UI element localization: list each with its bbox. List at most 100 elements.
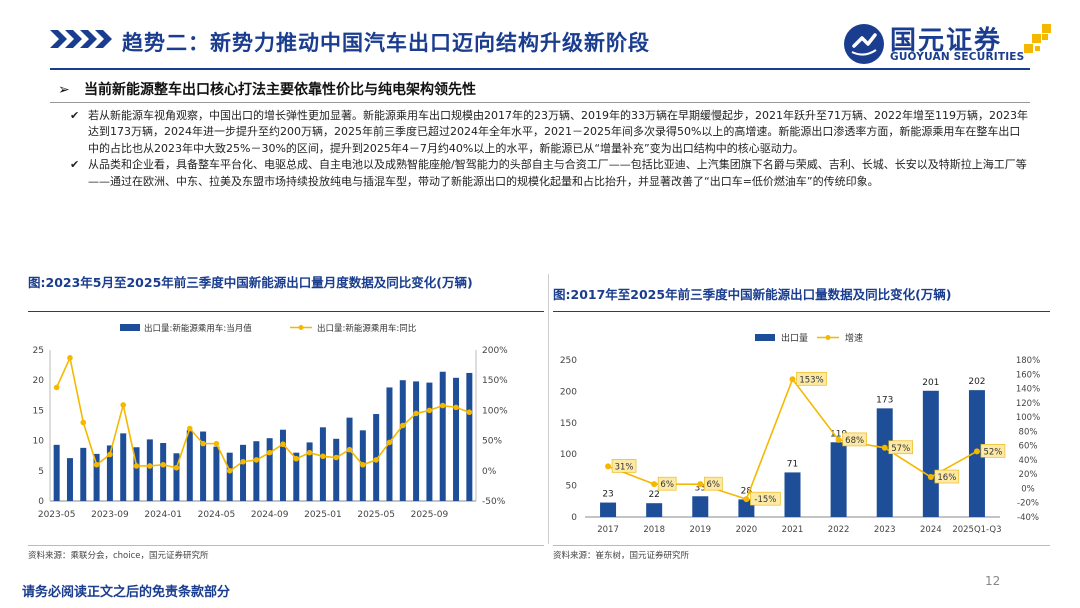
yoy-point	[333, 454, 340, 461]
x-tick-label: 2025-05	[357, 510, 395, 520]
x-tick-label: 2024	[920, 525, 942, 535]
yoy-point	[133, 463, 140, 469]
growth-label-box	[842, 432, 867, 447]
logo-emblem-icon	[844, 24, 884, 64]
yoy-point	[213, 440, 220, 447]
yoy-point	[93, 461, 100, 468]
yoy-point	[439, 402, 446, 409]
y-tick-label-left: 150	[560, 419, 577, 429]
bar	[266, 438, 273, 501]
yoy-point	[67, 355, 73, 361]
x-tick-label: 2025-09	[411, 510, 449, 520]
yoy-point	[147, 463, 153, 469]
source2-rule	[553, 545, 1050, 546]
bar-value-label: 71	[787, 459, 798, 469]
yoy-point	[80, 419, 87, 426]
legend-label-bar: 出口量:新能源乘用车:当月值	[144, 323, 252, 334]
bar	[439, 371, 446, 501]
growth-point	[697, 481, 704, 488]
figure1-source: 资料来源：乘联分会，choice，国元证券研究所	[28, 551, 209, 561]
y-tick-label-right: -50%	[482, 497, 506, 507]
y-tick-label-right: 80%	[1019, 427, 1038, 437]
yoy-point	[466, 409, 473, 416]
section-headline: ➢ 当前新能源整车出口核心打法主要依靠性价比与纯电架构领先性	[58, 79, 476, 99]
x-tick-label: 2022	[828, 525, 850, 535]
x-tick-label: 2023-05	[38, 510, 76, 520]
bar	[146, 439, 153, 501]
y-tick-label-left: 20	[33, 376, 45, 386]
bar	[213, 446, 220, 501]
growth-label-box	[934, 469, 960, 484]
bar	[226, 452, 233, 501]
yoy-point	[293, 455, 300, 462]
page-title: 趋势二：新势力推动中国汽车出口迈向结构升级新阶段	[122, 31, 650, 55]
x-tick-label: 2021	[782, 525, 804, 535]
y-tick-label-right: 20%	[1019, 470, 1038, 480]
legend-label-bar: 出口量	[781, 332, 808, 344]
bar	[426, 382, 433, 501]
yoy-point	[280, 441, 286, 448]
y-tick-label-right: 140%	[1016, 385, 1040, 395]
growth-label-box	[750, 491, 781, 506]
bar	[692, 496, 709, 517]
bar	[306, 442, 313, 501]
y-tick-label-left: 15	[33, 406, 44, 416]
x-tick-label: 2023-09	[91, 510, 129, 520]
bullet-text: 从品类和企业看，具备整车平台化、电驱总成、自主电池以及成熟智能座舱/智驾能力的头…	[88, 158, 1027, 188]
x-tick-label: 2018	[643, 525, 665, 535]
growth-label: 16%	[937, 473, 956, 483]
figure-separator	[548, 274, 549, 544]
y-tick-label-right: 50%	[482, 437, 502, 447]
bar-value-label: 173	[876, 395, 893, 405]
bullet-text: 若从新能源车视角观察，中国出口的增长弹性更加显著。新能源乘用车出口规模由2017…	[88, 109, 1028, 155]
y-tick-label-left: 10	[33, 437, 45, 447]
legend-swatch-bar	[120, 324, 140, 331]
yoy-point	[186, 425, 193, 432]
monthly-export-chart: 出口量:新能源乘用车:当月值 出口量:新能源乘用车:同比 0 5 10 15 20 25 -50…	[33, 323, 509, 520]
figure2-title: 图:2017年至2025年前三季度中国新能源出口量数据及同比变化(万辆)	[553, 287, 952, 302]
yoy-point	[426, 407, 433, 414]
y-tick-label-left: 5	[38, 467, 44, 477]
bar	[333, 438, 340, 501]
figure1-rule	[28, 311, 544, 312]
bar	[160, 443, 167, 501]
logo-squares-icon	[1024, 24, 1051, 53]
bar	[93, 453, 100, 501]
legend-swatch-bar	[755, 334, 775, 341]
bar	[646, 503, 663, 517]
yoy-point	[360, 461, 366, 468]
bar	[106, 445, 113, 501]
bar	[133, 447, 140, 501]
y-tick-label-left: 50	[566, 482, 578, 492]
bar-value-label: 22	[648, 490, 659, 500]
y-tick-label-right: 0%	[482, 467, 497, 477]
growth-point	[743, 496, 750, 503]
page-number: 12	[985, 574, 1001, 588]
disclaimer-text: 请务必阅读正文之后的免责条款部分	[22, 585, 231, 600]
bar-value-label: 119	[830, 429, 847, 439]
bar-value-label: 23	[602, 490, 613, 500]
yoy-point	[453, 404, 459, 411]
growth-point	[973, 448, 980, 455]
y-tick-label-right: 100%	[1016, 413, 1040, 423]
x-tick-label: 2024-01	[144, 510, 182, 520]
growth-label-box	[611, 459, 637, 473]
bar	[466, 372, 473, 501]
growth-label-box	[703, 476, 723, 491]
source1-rule	[28, 545, 544, 546]
annual-export-chart: 出口量 增速 0 50 100 150 200 250 -40% -20% 0% 20% 40% 60% 8…	[560, 332, 1040, 535]
yoy-line	[55, 355, 470, 472]
x-tick-label: 2024-05	[198, 510, 236, 520]
check-bullet-icon: ✔	[70, 158, 80, 172]
legend-marker-line	[298, 325, 304, 330]
yoy-point	[266, 449, 273, 456]
headline-rule	[50, 102, 1030, 103]
y-tick-label-left: 0	[38, 497, 44, 507]
y-tick-label-right: 40%	[1019, 456, 1038, 466]
bar	[784, 472, 801, 517]
bar	[830, 442, 847, 517]
growth-label: 6%	[707, 480, 721, 490]
growth-label-box	[796, 371, 827, 386]
yoy-point	[346, 446, 353, 453]
bar	[253, 441, 260, 501]
